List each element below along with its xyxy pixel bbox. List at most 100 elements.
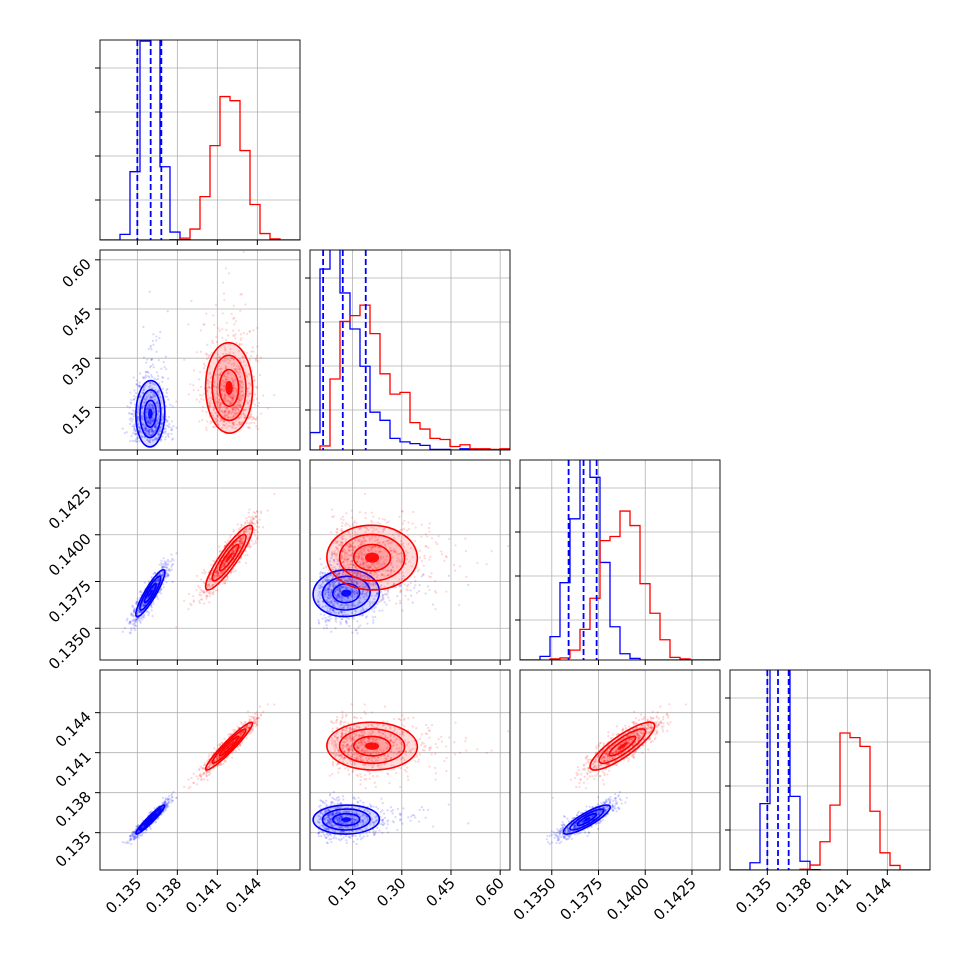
sample-point <box>245 351 248 354</box>
sample-point <box>399 589 403 592</box>
sample-point <box>334 552 337 555</box>
sample-point <box>212 314 215 317</box>
sample-point <box>413 539 417 542</box>
sample-point <box>164 427 167 430</box>
sample-point <box>147 614 150 617</box>
sample-point <box>143 376 146 379</box>
sample-point <box>250 418 253 421</box>
sample-point <box>392 536 396 540</box>
sample-point <box>129 391 132 394</box>
sample-point <box>401 609 404 612</box>
sample-point <box>219 571 222 575</box>
sample-point <box>335 546 338 549</box>
sample-point <box>200 397 203 400</box>
sample-point <box>149 419 153 422</box>
sample-point <box>376 538 379 541</box>
sample-point <box>222 564 225 567</box>
sample-point <box>338 572 341 575</box>
sample-point <box>135 617 139 620</box>
sample-point <box>355 574 358 577</box>
sample-point <box>143 401 146 404</box>
sample-point <box>243 524 246 528</box>
sample-point <box>216 414 220 418</box>
sample-point <box>223 562 226 565</box>
sample-point <box>231 408 234 411</box>
sample-point <box>152 430 155 434</box>
sample-point <box>139 372 142 375</box>
sample-point <box>216 393 219 396</box>
sample-point <box>134 624 138 628</box>
sample-point <box>355 574 358 577</box>
sample-point <box>347 566 350 569</box>
sample-point <box>323 591 326 594</box>
sample-point <box>370 537 373 540</box>
sample-point <box>340 524 344 528</box>
density-contour <box>225 552 233 563</box>
sample-point <box>245 530 249 533</box>
sample-point <box>209 578 212 581</box>
sample-point <box>215 421 218 424</box>
sample-point <box>339 604 343 607</box>
sample-point <box>208 595 211 598</box>
sample-point <box>129 632 132 635</box>
sample-point <box>399 599 402 602</box>
sample-point <box>232 414 235 417</box>
sample-point <box>370 546 373 549</box>
sample-point <box>316 600 320 604</box>
sample-point <box>127 841 130 845</box>
sample-point <box>164 432 167 435</box>
sample-point <box>155 580 158 583</box>
sample-point <box>223 394 227 398</box>
sample-point <box>138 384 141 388</box>
sample-point <box>421 559 424 563</box>
sample-point <box>167 574 170 577</box>
sample-point <box>217 401 220 404</box>
sample-point <box>338 564 341 567</box>
sample-point <box>242 393 245 396</box>
sample-point <box>326 607 329 610</box>
sample-point <box>202 323 205 326</box>
sample-point <box>133 834 136 837</box>
sample-point <box>132 415 135 418</box>
sample-point <box>350 603 353 607</box>
sample-point <box>375 592 378 595</box>
sample-point <box>225 378 229 381</box>
sample-point <box>373 528 376 531</box>
sample-point <box>333 552 336 556</box>
sample-point <box>219 402 223 405</box>
sample-point <box>144 426 147 430</box>
sample-point <box>229 424 232 427</box>
sample-point <box>343 607 346 610</box>
sample-point <box>342 604 345 607</box>
sample-point <box>149 437 152 441</box>
sample-point <box>145 370 148 374</box>
sample-point <box>240 542 243 546</box>
sample-point <box>231 396 234 399</box>
sample-point <box>213 417 216 420</box>
sample-point <box>364 616 368 619</box>
sample-point <box>210 585 213 588</box>
sample-point <box>216 571 219 575</box>
sample-point <box>226 576 229 579</box>
sample-point <box>135 440 138 443</box>
sample-point <box>133 410 136 413</box>
sample-point <box>232 415 235 418</box>
sample-point <box>344 538 347 541</box>
sample-point <box>239 540 242 543</box>
sample-point <box>334 590 337 593</box>
sample-point <box>151 408 154 411</box>
sample-point <box>232 549 235 553</box>
sample-point <box>161 387 165 391</box>
sample-point <box>238 542 241 545</box>
sample-point <box>334 589 337 593</box>
sample-point <box>255 386 259 389</box>
density-contour <box>148 589 153 597</box>
sample-point <box>216 570 220 573</box>
sample-point <box>339 621 342 624</box>
sample-point <box>147 431 150 434</box>
sample-point <box>345 600 348 603</box>
sample-point <box>217 572 220 575</box>
sample-point <box>209 580 212 583</box>
sample-point <box>145 407 149 410</box>
sample-point <box>132 376 135 379</box>
